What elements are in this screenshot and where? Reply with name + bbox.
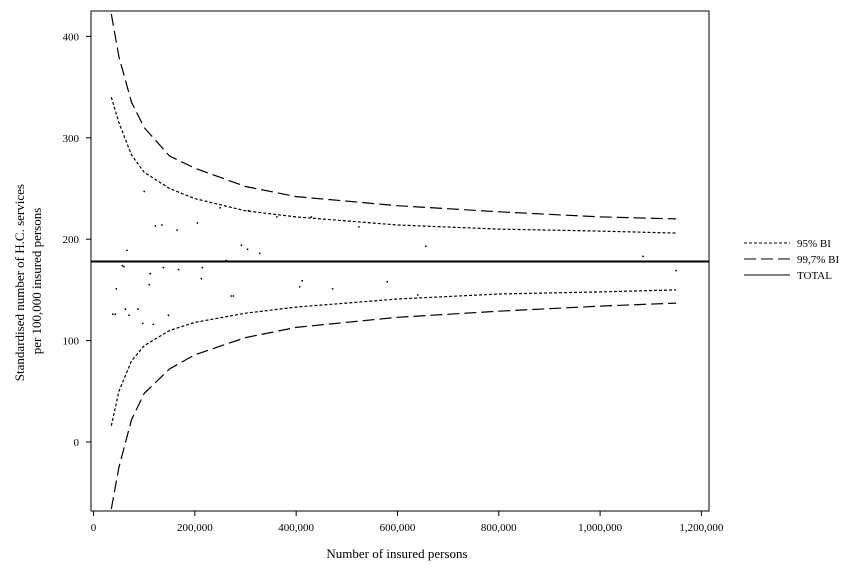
data-point (246, 248, 249, 251)
x-tick-label: 0 (91, 522, 97, 534)
data-point (177, 268, 180, 271)
data-point (232, 295, 235, 297)
data-point (111, 313, 114, 316)
data-point (154, 225, 157, 227)
data-point (143, 190, 146, 193)
y-tick-label: 100 (63, 336, 80, 348)
y-axis-label: Standardised number of H.C. services per… (12, 181, 44, 381)
data-point (137, 308, 140, 311)
data-point (200, 277, 203, 280)
data-point (225, 259, 228, 262)
data-point (152, 323, 155, 326)
data-point (201, 266, 204, 269)
data-point (115, 288, 118, 290)
data-point (642, 255, 644, 258)
bi997-upper-curve (110, 13, 677, 220)
data-point (240, 244, 243, 247)
limit-curves (110, 13, 677, 510)
x-tick-label: 800,000 (481, 522, 517, 534)
data-point (126, 249, 128, 252)
data-point (358, 226, 360, 228)
data-point (276, 216, 278, 218)
data-point (310, 216, 313, 218)
data-point (167, 314, 170, 317)
y-axis-label-line-2: per 100,000 insured persons (29, 208, 44, 355)
y-axis: 0 100 200 300 400 (63, 31, 91, 449)
data-point (123, 265, 125, 268)
y-tick-label: 200 (63, 234, 80, 246)
data-point (258, 252, 261, 255)
y-tick-label: 0 (74, 437, 80, 449)
legend-label: 99,7% BI (797, 254, 840, 266)
data-point (128, 314, 130, 317)
data-point (301, 279, 304, 282)
data-point (219, 206, 222, 209)
bi95-upper-curve (110, 97, 677, 234)
x-tick-label: 1,000,000 (578, 522, 623, 534)
data-point (247, 209, 250, 212)
data-point (121, 264, 124, 267)
data-point (416, 294, 419, 296)
x-tick-label: 600,000 (380, 522, 416, 534)
data-point (230, 295, 233, 297)
data-point (298, 286, 301, 288)
x-tick-label: 1,200,000 (679, 522, 724, 534)
data-point (331, 288, 334, 290)
x-tick-label: 400,000 (278, 522, 314, 534)
x-axis: 0 200,000 400,000 600,000 800,000 1,000,000 1,… (91, 511, 724, 534)
data-point (424, 245, 427, 248)
data-point (675, 269, 677, 272)
legend-label: 95% BI (797, 238, 831, 250)
data-point (124, 308, 127, 311)
x-tick-label: 200,000 (177, 522, 213, 534)
y-tick-label: 400 (63, 31, 80, 43)
data-point (196, 222, 199, 224)
y-axis-label-line-1: Standardised number of H.C. services (12, 184, 27, 381)
x-axis-label: Number of insured persons (326, 546, 467, 561)
bi95-lower-curve (110, 289, 677, 426)
data-point (162, 266, 165, 269)
data-point (149, 272, 152, 275)
data-point (161, 224, 163, 226)
y-tick-label: 300 (63, 133, 80, 145)
data-point (176, 229, 179, 232)
bi997-lower-curve (110, 302, 677, 510)
data-point (148, 283, 151, 286)
data-point (114, 313, 117, 316)
legend-label: TOTAL (797, 270, 832, 282)
legend: 95% BI 99,7% BI TOTAL (744, 238, 840, 282)
data-point (386, 280, 389, 283)
data-points (111, 190, 677, 326)
data-point (141, 322, 144, 325)
